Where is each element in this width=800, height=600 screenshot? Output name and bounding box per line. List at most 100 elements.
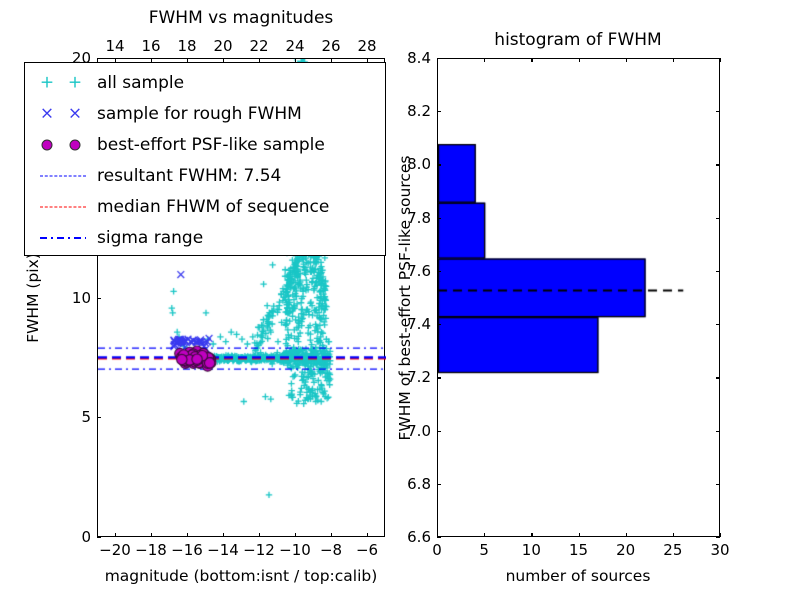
histogram-axes bbox=[437, 58, 721, 538]
hist-y-ticklabel: 8.0 bbox=[407, 155, 431, 174]
histogram-canvas bbox=[438, 59, 721, 538]
legend-item: + + all sample bbox=[31, 67, 379, 98]
legend-item: sigma range bbox=[31, 222, 379, 253]
y-ticklabel: 5 bbox=[81, 408, 91, 427]
hist-y-ticklabel: 6.6 bbox=[407, 528, 431, 546]
dashdot-line-icon bbox=[40, 236, 86, 239]
x-tick-top bbox=[223, 58, 225, 62]
x-tick-top bbox=[295, 58, 297, 62]
hist-y-tick-right bbox=[716, 483, 720, 485]
hist-y-tick bbox=[437, 324, 441, 326]
hist-y-ticklabel: 6.8 bbox=[407, 474, 431, 493]
hist-y-tick bbox=[437, 111, 441, 113]
dashed-line-icon bbox=[40, 175, 86, 176]
x-ticklabel-bottom: −20 bbox=[99, 541, 131, 559]
legend-label: resultant FWHM: 7.54 bbox=[97, 165, 282, 186]
hist-x-tick-top bbox=[625, 58, 627, 62]
x-ticklabel-bottom: −14 bbox=[207, 541, 239, 559]
y-tick bbox=[97, 417, 101, 419]
hist-y-tick-right bbox=[716, 430, 720, 432]
x-ticklabel-bottom: −12 bbox=[243, 541, 275, 559]
hist-x-tick bbox=[625, 533, 627, 537]
x-tick-top bbox=[115, 58, 117, 62]
hist-y-tick bbox=[437, 217, 441, 219]
hist-y-tick-right bbox=[716, 164, 720, 166]
hist-y-tick bbox=[437, 537, 441, 539]
legend-marker-cross-icon: × × bbox=[31, 98, 97, 129]
legend-item: best-effort PSF-like sample bbox=[31, 129, 379, 160]
hist-x-tick-top bbox=[484, 58, 486, 62]
hist-x-tick-top bbox=[531, 58, 533, 62]
hist-x-tick-top bbox=[720, 58, 722, 62]
hist-x-tick-top bbox=[672, 58, 675, 62]
hist-y-ticklabel: 7.2 bbox=[407, 368, 431, 387]
y-ticklabel: 10 bbox=[71, 288, 91, 307]
x-tick-bottom bbox=[187, 533, 189, 537]
hist-x-ticklabel: 25 bbox=[663, 541, 683, 559]
cross-icon: × bbox=[67, 103, 83, 123]
hist-y-ticklabel: 7.0 bbox=[407, 421, 431, 440]
hist-x-tick bbox=[672, 533, 675, 537]
hist-x-ticklabel: 20 bbox=[616, 541, 636, 559]
hist-y-tick-right bbox=[716, 111, 720, 113]
x-ticklabel-top: 26 bbox=[321, 37, 341, 55]
hist-x-ticklabel: 10 bbox=[521, 541, 541, 559]
hist-x-tick-top bbox=[437, 58, 439, 62]
x-ticklabel-top: 16 bbox=[141, 37, 161, 55]
left-panel-xlabel: magnitude (bottom:isnt / top:calib) bbox=[104, 567, 378, 585]
hist-y-ticklabel: 7.6 bbox=[407, 261, 431, 280]
hist-y-ticklabel: 7.4 bbox=[407, 315, 431, 334]
hist-x-tick-top bbox=[578, 58, 580, 62]
x-ticklabel-top: 28 bbox=[357, 37, 377, 55]
filled-circle-icon bbox=[41, 139, 53, 150]
x-tick-bottom bbox=[223, 533, 225, 537]
plus-icon: + bbox=[39, 72, 55, 92]
x-ticklabel-top: 18 bbox=[177, 37, 197, 55]
y-tick bbox=[97, 537, 101, 539]
hist-x-ticklabel: 30 bbox=[710, 541, 730, 559]
hist-x-tick bbox=[484, 533, 486, 537]
x-tick-bottom bbox=[151, 533, 153, 537]
legend-item: resultant FWHM: 7.54 bbox=[31, 160, 379, 191]
hist-panel-ylabel: FWHM of best-effort PSF-like sources bbox=[396, 155, 414, 441]
x-ticklabel-bottom: −10 bbox=[279, 541, 311, 559]
hist-y-tick-right bbox=[716, 537, 720, 539]
hist-y-tick-right bbox=[716, 58, 720, 60]
hist-x-ticklabel: 5 bbox=[479, 541, 489, 559]
legend-marker-dashdot-line-icon bbox=[31, 222, 97, 253]
dashed-line-icon bbox=[40, 206, 86, 207]
x-ticklabel-top: 20 bbox=[213, 37, 233, 55]
legend: + + all sample × × sample for rough FWHM best-… bbox=[24, 62, 386, 256]
left-panel-title: FWHM vs magnitudes bbox=[148, 8, 334, 28]
x-tick-top bbox=[331, 58, 333, 62]
y-ticklabel: 0 bbox=[81, 528, 91, 546]
hist-x-tick bbox=[531, 533, 533, 537]
legend-item: × × sample for rough FWHM bbox=[31, 98, 379, 129]
plus-icon: + bbox=[67, 72, 83, 92]
x-ticklabel-top: 22 bbox=[249, 37, 269, 55]
filled-circle-icon bbox=[69, 139, 81, 150]
legend-marker-filled-circle-icon bbox=[31, 129, 97, 160]
x-ticklabel-bottom: −16 bbox=[171, 541, 203, 559]
x-ticklabel-bottom: −8 bbox=[319, 541, 343, 559]
hist-x-tick bbox=[437, 533, 439, 537]
y-tick bbox=[97, 297, 101, 299]
x-tick-bottom bbox=[331, 533, 333, 537]
hist-panel-title: histogram of FWHM bbox=[494, 30, 662, 50]
hist-x-ticklabel: 15 bbox=[568, 541, 589, 559]
hist-y-ticklabel: 8.2 bbox=[407, 102, 431, 121]
legend-marker-dashed-line-icon bbox=[31, 160, 97, 191]
hist-y-tick bbox=[437, 377, 441, 379]
hist-y-ticklabel: 8.4 bbox=[407, 49, 431, 67]
hist-panel-xlabel: number of sources bbox=[505, 567, 651, 585]
hist-x-tick bbox=[720, 533, 722, 537]
legend-marker-plus-icon: + + bbox=[31, 67, 97, 98]
hist-y-tick bbox=[437, 164, 441, 166]
hist-y-tick-right bbox=[716, 270, 720, 273]
x-tick-top bbox=[367, 58, 369, 62]
legend-label: sigma range bbox=[97, 227, 204, 248]
cross-icon: × bbox=[39, 103, 55, 123]
hist-y-tick bbox=[437, 58, 441, 60]
x-tick-bottom bbox=[259, 533, 261, 537]
